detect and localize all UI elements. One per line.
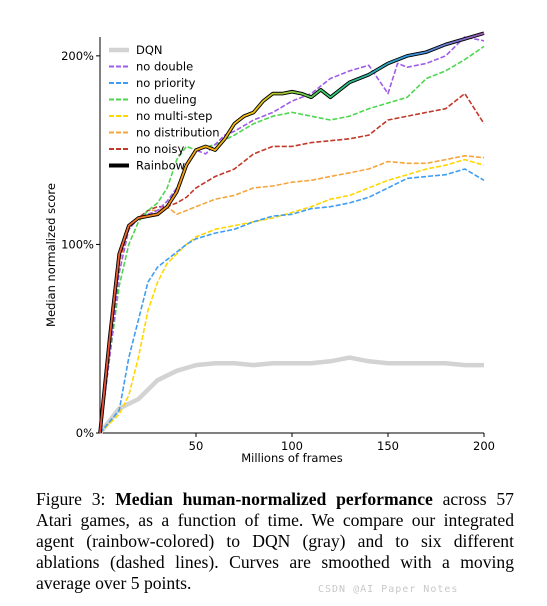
legend-label-no-multi-step: no multi-step — [136, 109, 212, 123]
y-tick-label: 100% — [61, 237, 94, 251]
x-tick-label: 100 — [281, 439, 303, 453]
x-tick-label: 150 — [377, 439, 399, 453]
series-line-no-priority — [99, 168, 485, 434]
legend-label-no-noisy: no noisy — [136, 142, 184, 156]
legend: DQN no double no priority no dueling no mult… — [109, 43, 220, 173]
axes: 50 100 150 200 0% 100% 200% Millions of frames M… — [44, 37, 495, 465]
series-lines — [98, 31, 485, 435]
y-tick-label: 200% — [61, 49, 94, 63]
x-tick-label: 200 — [473, 439, 495, 453]
chart-figure: 50 100 150 200 0% 100% 200% Millions of frames M… — [44, 31, 495, 465]
y-axis-label: Median normalized score — [44, 183, 58, 327]
legend-label-no-dueling: no dueling — [136, 93, 197, 107]
caption-title: Median human-normalized performance — [115, 489, 433, 509]
legend-label-no-priority: no priority — [136, 76, 196, 90]
y-tick-label: 0% — [76, 426, 94, 440]
series-line-no-multi-step — [99, 158, 485, 434]
caption-text: across 57 Atari games, as a function of … — [36, 489, 514, 593]
legend-label-no-double: no double — [136, 60, 193, 74]
x-axis-label: Millions of frames — [241, 451, 343, 465]
series-line-no-dueling — [99, 45, 485, 434]
legend-label-no-distribution: no distribution — [136, 126, 220, 140]
series-line-dqn — [98, 355, 484, 435]
watermark: CSDN @AI Paper Notes — [318, 584, 459, 595]
figure-caption: Figure 3: Median human-normalized perfor… — [36, 489, 514, 594]
x-tick-label: 50 — [189, 439, 204, 453]
series-line-no-distribution — [99, 155, 485, 434]
series-line-no-noisy — [99, 92, 485, 434]
legend-label-rainbow: Rainbow — [136, 159, 185, 173]
caption-label: Figure 3: — [36, 489, 106, 509]
series-line-rainbow — [99, 32, 485, 434]
legend-label-dqn: DQN — [136, 43, 163, 57]
